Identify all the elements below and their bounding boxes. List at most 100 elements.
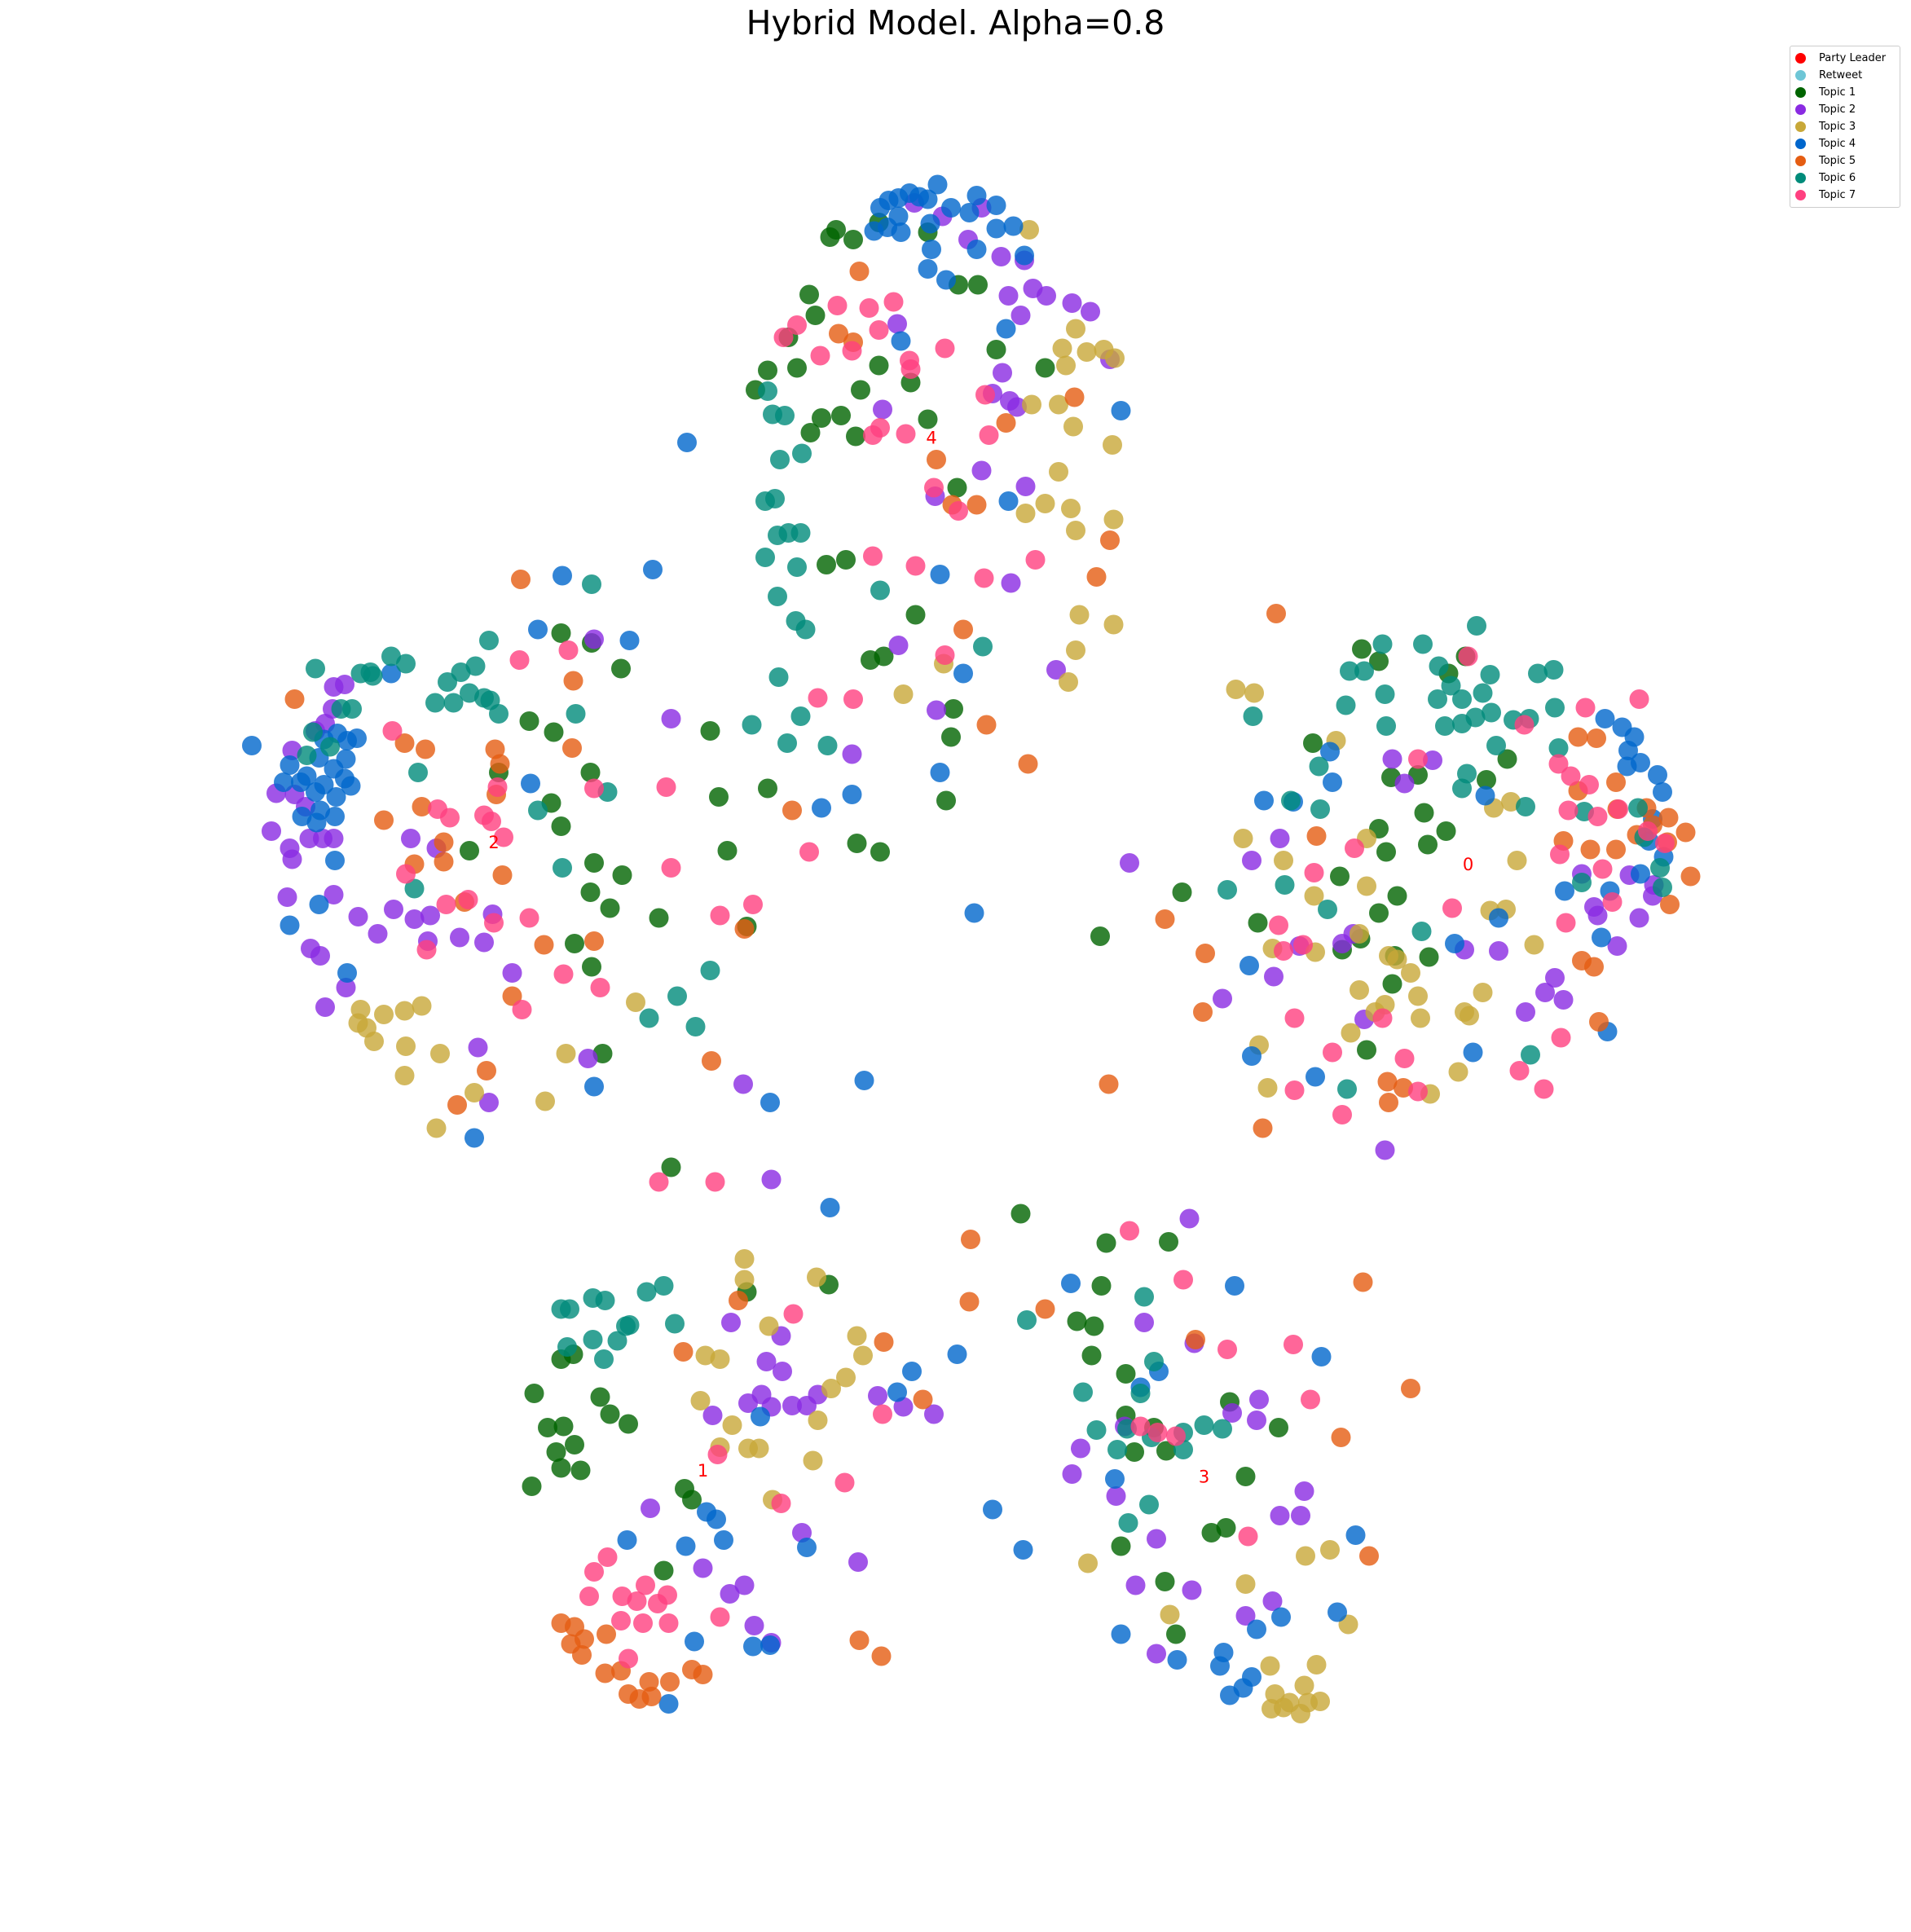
scatter-point <box>722 1415 742 1435</box>
scatter-point <box>1242 851 1262 870</box>
scatter-point <box>1015 477 1036 496</box>
scatter-point <box>690 1391 711 1410</box>
scatter-point <box>524 1384 544 1403</box>
scatter-point <box>1096 1233 1116 1253</box>
scatter-point <box>949 501 968 521</box>
scatter-point <box>758 360 777 381</box>
scatter-point <box>1022 394 1041 415</box>
scatter-point <box>1262 1699 1281 1719</box>
scatter-point <box>1118 1513 1138 1533</box>
scatter-point <box>1323 772 1342 792</box>
scatter-point <box>808 688 828 708</box>
scatter-point <box>803 1450 823 1471</box>
scatter-point <box>1066 640 1085 660</box>
scatter-point <box>562 738 582 758</box>
scatter-point <box>1375 1140 1395 1160</box>
scatter-point <box>1323 1042 1342 1063</box>
scatter-point <box>918 189 938 209</box>
scatter-point <box>565 934 584 953</box>
scatter-point <box>902 1362 922 1381</box>
scatter-point <box>1249 1389 1269 1410</box>
scatter-point <box>1105 1469 1125 1489</box>
scatter-point <box>710 905 730 926</box>
scatter-point <box>1284 1008 1305 1028</box>
scatter-point <box>1046 660 1066 680</box>
scatter-point <box>1655 834 1675 853</box>
legend-label: Topic 5 <box>1819 155 1856 167</box>
scatter-point <box>667 986 687 1006</box>
scatter-point <box>1382 749 1402 769</box>
points-layer <box>242 174 1701 1723</box>
scatter-point <box>930 565 950 584</box>
scatter-point <box>1548 738 1569 758</box>
scatter-point <box>817 555 836 574</box>
scatter-point <box>1086 1420 1107 1440</box>
scatter-point <box>1216 1518 1236 1538</box>
scatter-point <box>490 754 510 774</box>
scatter-point <box>583 1288 603 1308</box>
scatter-point <box>611 658 631 679</box>
scatter-point <box>1130 1416 1151 1437</box>
scatter-point <box>280 755 300 775</box>
scatter-point <box>1217 1340 1237 1359</box>
scatter-point <box>277 887 297 907</box>
scatter-point <box>1535 983 1555 1002</box>
legend-entry: Topic 7 <box>1795 187 1895 204</box>
scatter-point <box>1413 634 1433 654</box>
scatter-point <box>416 940 437 960</box>
scatter-point <box>641 1499 660 1518</box>
scatter-point <box>1309 756 1329 777</box>
scatter-point <box>1091 1276 1112 1296</box>
scatter-point <box>685 1631 704 1652</box>
scatter-point <box>1401 1379 1420 1398</box>
scatter-point <box>1408 749 1428 769</box>
scatter-point <box>854 1071 874 1090</box>
scatter-point <box>1572 873 1592 892</box>
scatter-point <box>382 721 403 741</box>
scatter-point <box>1553 990 1574 1010</box>
scatter-point <box>927 700 946 720</box>
scatter-point <box>1592 859 1613 879</box>
scatter-point <box>658 1694 679 1714</box>
scatter-point <box>717 841 738 860</box>
scatter-point <box>661 709 681 728</box>
scatter-point <box>465 656 486 676</box>
scatter-point <box>1332 1105 1352 1124</box>
scatter-point <box>1550 844 1570 865</box>
scatter-point <box>805 306 826 325</box>
scatter-point <box>800 423 821 442</box>
scatter-point <box>918 259 938 279</box>
scatter-point <box>1441 676 1461 696</box>
scatter-point <box>1111 401 1131 420</box>
scatter-point <box>1281 790 1301 811</box>
scatter-point <box>1134 1313 1154 1332</box>
scatter-point <box>1330 866 1350 887</box>
legend: Party Leader Retweet Topic 1 Topic 2 Topic 3… <box>1790 46 1900 208</box>
scatter-point <box>1477 770 1496 790</box>
scatter-point <box>968 275 988 295</box>
scatter-point <box>843 689 863 709</box>
scatter-point <box>1015 504 1036 523</box>
scatter-point <box>1120 1221 1139 1241</box>
scatter-point <box>1341 1023 1361 1043</box>
scatter-point <box>1011 306 1031 325</box>
scatter-point <box>682 1490 702 1510</box>
scatter-point <box>643 560 663 579</box>
scatter-point <box>1328 1602 1347 1622</box>
legend-label: Topic 3 <box>1819 121 1856 133</box>
scatter-point <box>1247 1410 1266 1430</box>
scatter-point <box>538 1418 557 1437</box>
scatter-point <box>1106 1486 1126 1506</box>
scatter-point <box>847 1326 867 1346</box>
scatter-point <box>1240 956 1259 975</box>
scatter-point <box>887 1382 907 1402</box>
scatter-point <box>773 1362 792 1381</box>
series-topic-7 <box>382 292 1675 1669</box>
scatter-point <box>584 778 604 799</box>
scatter-point <box>729 1291 748 1310</box>
scatter-point <box>1248 913 1268 933</box>
scatter-point <box>1658 808 1679 828</box>
scatter-point <box>905 556 926 576</box>
scatter-point <box>440 808 460 828</box>
scatter-point <box>579 1587 599 1606</box>
